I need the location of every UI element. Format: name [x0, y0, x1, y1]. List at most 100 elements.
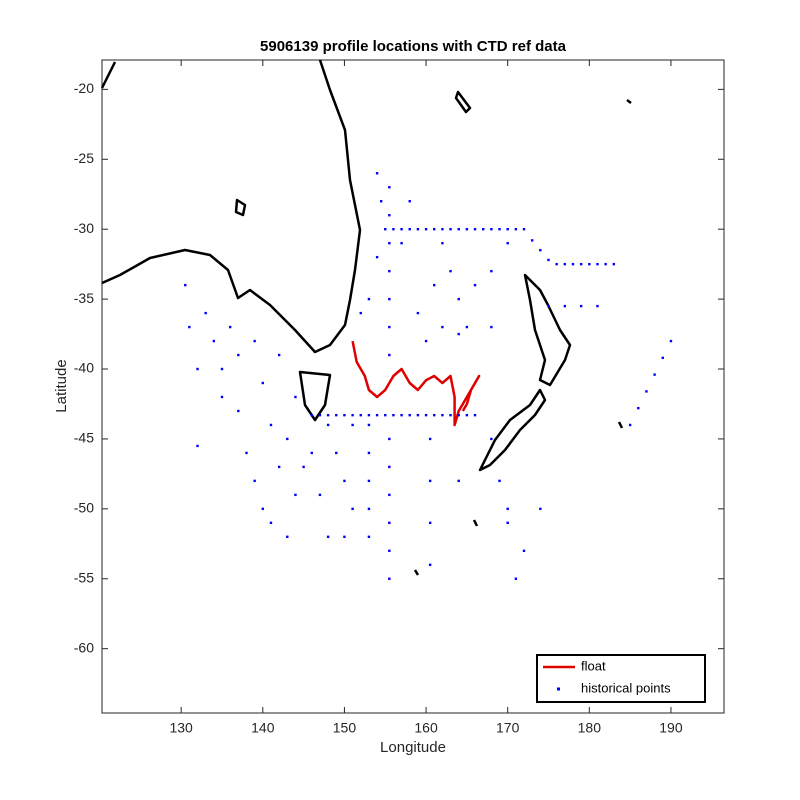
historical-point [367, 413, 371, 417]
historical-point [367, 451, 371, 455]
historical-point [388, 214, 391, 217]
x-tick-label: 170 [496, 720, 520, 736]
historical-point [343, 413, 346, 417]
historical-point [490, 437, 493, 441]
y-tick-label: -35 [74, 290, 94, 306]
historical-point [555, 262, 558, 266]
historical-point [375, 255, 379, 259]
historical-point [571, 262, 575, 266]
historical-point [196, 444, 199, 448]
y-tick-label: -40 [74, 360, 94, 376]
historical-point [596, 304, 599, 308]
historical-point [400, 413, 403, 417]
historical-point [506, 507, 509, 511]
historical-point [465, 325, 469, 329]
x-tick-label: 180 [578, 720, 602, 736]
historical-point [530, 239, 534, 242]
historical-point [653, 373, 656, 376]
historical-point [457, 297, 460, 301]
historical-point [408, 413, 411, 417]
coast-nz-south [478, 388, 547, 472]
historical-point [465, 413, 469, 417]
historical-point [359, 413, 362, 417]
historical-point [388, 549, 391, 552]
historical-point [388, 297, 391, 301]
historical-point [351, 507, 354, 511]
coast-nz-north [523, 273, 572, 387]
historical-point [416, 227, 420, 231]
historical-point [237, 353, 240, 357]
historical-point [490, 325, 493, 329]
coast-tasmania [298, 370, 332, 422]
historical-point [433, 413, 436, 417]
y-tick-label: -55 [74, 569, 94, 585]
historical-point [343, 479, 346, 483]
historical-point [596, 262, 599, 266]
historical-point [212, 339, 216, 343]
historical-point [286, 437, 289, 441]
y-tick-label: -50 [74, 500, 94, 516]
historical-point [367, 423, 371, 427]
historical-point [416, 413, 420, 417]
historical-point [277, 465, 281, 469]
historical-point [433, 227, 436, 231]
historical-point [294, 493, 297, 497]
historical-point [579, 262, 583, 266]
historical-point [547, 304, 550, 308]
historical-point [473, 283, 477, 287]
historical-point [473, 413, 477, 417]
historical-point [514, 227, 518, 231]
historical-point [277, 353, 281, 357]
historical-point [310, 413, 313, 417]
y-axis-label: Latitude [53, 359, 70, 412]
historical-point [588, 262, 591, 266]
historical-point [506, 521, 509, 525]
historical-point [481, 227, 485, 231]
x-tick-label: 150 [333, 720, 357, 736]
historical-point [522, 549, 526, 552]
x-axis-label: Longitude [380, 739, 446, 756]
historical-point [253, 339, 256, 343]
historical-point [628, 423, 632, 427]
historical-point [408, 200, 411, 203]
historical-point [424, 413, 428, 417]
historical-point [388, 437, 391, 441]
coast-north [100, 61, 117, 89]
historical-point [237, 409, 240, 413]
legend-label: historical points [581, 680, 671, 695]
historical-point [326, 423, 330, 427]
historical-point [375, 172, 379, 175]
historical-point [204, 311, 207, 315]
historical-point [449, 413, 452, 417]
coastline [100, 59, 632, 576]
historical-point [388, 241, 391, 245]
historical-point [449, 227, 452, 231]
historical-point [424, 339, 428, 343]
historical-point [392, 227, 395, 231]
historical-point [428, 521, 432, 525]
historical-point [294, 395, 297, 399]
historical-point [388, 465, 391, 469]
float-track [351, 340, 481, 427]
historical-point [326, 413, 330, 417]
historical-point [645, 390, 648, 393]
historical-point [196, 367, 199, 371]
x-tick-label: 130 [169, 720, 193, 736]
historical-point [498, 479, 501, 483]
historical-point [310, 451, 313, 455]
historical-point [318, 413, 322, 417]
historical-point [343, 535, 346, 539]
historical-point [449, 269, 452, 273]
historical-point [428, 563, 432, 566]
historical-point [661, 356, 664, 360]
legend-swatch [557, 687, 560, 691]
y-tick-label: -30 [74, 220, 94, 236]
coast-australia [101, 59, 362, 354]
historical-point [441, 241, 444, 245]
historical-point [424, 227, 428, 231]
historical-point [400, 241, 403, 245]
x-tick-label: 190 [659, 720, 683, 736]
historical-point [384, 413, 387, 417]
y-tick-label: -45 [74, 430, 94, 446]
